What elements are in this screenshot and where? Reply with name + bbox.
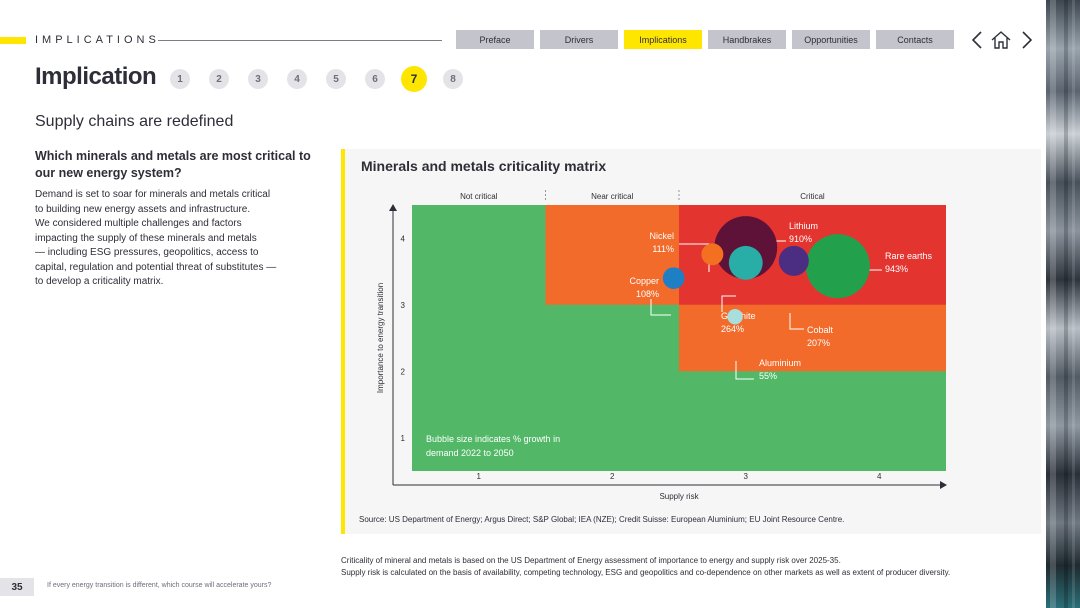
- bubble-label-nickel: Nickel: [649, 231, 674, 241]
- chevron-left-icon[interactable]: [970, 30, 984, 50]
- chevron-right-icon[interactable]: [1020, 30, 1034, 50]
- y-tick-label: 2: [401, 367, 406, 376]
- x-tick-label: 4: [877, 472, 882, 481]
- chart-panel: Minerals and metals criticality matrix 1…: [341, 149, 1041, 534]
- zone-header-label: Near critical: [591, 192, 633, 201]
- zone-header-label: Critical: [800, 192, 825, 201]
- step-2[interactable]: 2: [209, 69, 229, 89]
- leader-line-copper: [650, 299, 671, 316]
- section-rule: [158, 40, 442, 41]
- x-axis-label: Supply risk: [659, 492, 699, 501]
- body-line: Demand is set to soar for minerals and m…: [35, 189, 271, 200]
- tab-contacts[interactable]: Contacts: [876, 30, 954, 49]
- tab-preface[interactable]: Preface: [456, 30, 534, 49]
- step-6[interactable]: 6: [365, 69, 385, 89]
- question-heading: Which minerals and metals are most criti…: [35, 149, 311, 180]
- leader-line-aluminium: [735, 361, 754, 380]
- bubble-copper: [662, 267, 685, 289]
- size-note-line: demand 2022 to 2050: [426, 448, 514, 458]
- size-note-line: Bubble size indicates % growth in: [426, 434, 560, 444]
- bubble-label-cobalt: Cobalt: [807, 325, 834, 335]
- tab-opportunities[interactable]: Opportunities: [792, 30, 870, 49]
- step-3[interactable]: 3: [248, 69, 268, 89]
- city-photo-strip: [1046, 0, 1080, 608]
- bubble-label-rare-earths: Rare earths: [885, 251, 933, 261]
- footnote-line: Criticality of mineral and metals is bas…: [341, 556, 841, 565]
- page-title: Implication: [35, 63, 157, 90]
- x-tick-label: 2: [610, 472, 615, 481]
- bubble-label-lithium: Lithium: [789, 221, 818, 231]
- y-axis-label: Importance to energy transition: [376, 283, 385, 393]
- body-line: impacting the supply of these minerals a…: [35, 232, 257, 244]
- nav-icons: [970, 30, 1036, 50]
- bubble-nickel: [701, 243, 724, 266]
- body-line: — including ESG pressures, geopolitics, …: [35, 247, 259, 258]
- bubble-graphite: [728, 245, 763, 280]
- tab-drivers[interactable]: Drivers: [540, 30, 618, 49]
- step-5[interactable]: 5: [326, 69, 346, 89]
- bubble-cobalt: [778, 245, 809, 276]
- home-icon[interactable]: [990, 30, 1012, 50]
- section-label: IMPLICATIONS: [35, 34, 160, 46]
- footnote: Criticality of mineral and metals is bas…: [341, 555, 950, 579]
- chart-title: Minerals and metals criticality matrix: [361, 158, 607, 174]
- footer-tagline: If every energy transition is different,…: [47, 582, 272, 589]
- step-8[interactable]: 8: [443, 69, 463, 89]
- tab-handbrakes[interactable]: Handbrakes: [708, 30, 786, 49]
- bubble-rare-earths: [805, 234, 870, 299]
- step-1[interactable]: 1: [170, 69, 190, 89]
- chart-source: Source: US Department of Energy; Argus D…: [359, 515, 845, 524]
- bubble-value-graphite: 264%: [721, 324, 744, 334]
- x-tick-label: 3: [744, 472, 749, 481]
- bubble-aluminium: [727, 308, 743, 325]
- zone-header-label: Not critical: [460, 192, 498, 201]
- bubble-value-copper: 108%: [636, 289, 659, 299]
- bubble-value-lithium: 910%: [789, 234, 812, 244]
- bubble-value-rare-earths: 943%: [885, 264, 908, 274]
- bubble-value-nickel: 111%: [652, 244, 674, 254]
- step-7[interactable]: 7: [401, 66, 427, 92]
- body-text: Demand is set to soar for minerals and m…: [35, 188, 315, 290]
- leader-line-cobalt: [789, 313, 804, 330]
- body-line: to building new energy assets and infras…: [35, 203, 251, 215]
- criticality-matrix-chart: 1 2 3 4 1 2 3 4 Supply risk Importance to energy …: [376, 190, 947, 501]
- y-tick-label: 4: [401, 234, 406, 243]
- x-axis-arrow: [940, 481, 947, 489]
- tab-implications[interactable]: Implications: [624, 30, 702, 49]
- section-subtitle: Supply chains are redefined: [35, 113, 234, 130]
- x-tick-label: 1: [477, 472, 482, 481]
- body-line: to develop a criticality matrix.: [35, 276, 164, 287]
- bubble-value-cobalt: 207%: [807, 338, 830, 348]
- body-line: We considered multiple challenges and fa…: [35, 218, 242, 229]
- leader-line-graphite: [721, 295, 736, 312]
- footnote-line: Supply risk is calculated on the basis o…: [341, 568, 951, 577]
- y-tick-label: 3: [401, 301, 406, 310]
- bubble-value-aluminium: 55%: [759, 371, 777, 381]
- bubble-label-aluminium: Aluminium: [759, 358, 801, 368]
- bubble-label-copper: Copper: [629, 276, 659, 286]
- page-number: 35: [0, 578, 34, 596]
- y-tick-label: 1: [401, 434, 406, 443]
- accent-bar: [0, 37, 26, 44]
- step-4[interactable]: 4: [287, 69, 307, 89]
- body-line: capital, regulation and potential threat…: [35, 261, 277, 273]
- y-axis-arrow: [389, 204, 397, 211]
- chart-accent-edge: [341, 149, 345, 534]
